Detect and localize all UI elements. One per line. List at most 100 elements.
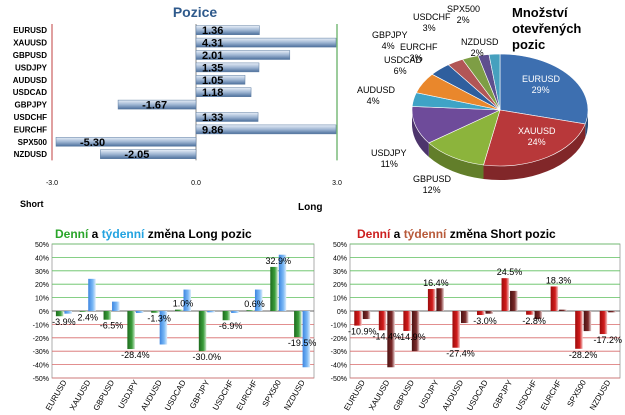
title-part-3: změna Long pozic <box>144 227 252 241</box>
x-category-usdjpy: USDJPY <box>117 378 141 410</box>
data-label-eurusd: -10.9% <box>348 327 377 337</box>
data-label-gbpjpy: -30.0% <box>193 352 222 362</box>
position-bar-usdjpy <box>195 62 260 73</box>
daily-bar-eurusd <box>354 311 362 326</box>
pie-title-line-3: pozic <box>512 37 545 52</box>
short-change-chart: 50%40%30%20%10%0%-10%-20%-30%-40%-50%EUR… <box>331 242 622 412</box>
y-tick-2: 30% <box>35 269 49 276</box>
data-label-usdjpy: -28.4% <box>121 350 150 360</box>
pie-label-usdjpy: USDJPY <box>371 148 407 158</box>
x-category-usdcad: USDCAD <box>163 378 188 412</box>
pie-percent-audusd: 4% <box>367 96 380 106</box>
x-category-nzdusd: NZDUSD <box>282 378 307 412</box>
weekly-bar-usdchf <box>231 311 239 314</box>
y-tick-0: 50% <box>333 242 347 249</box>
pie-label-usdchf: USDCHF <box>413 12 451 22</box>
y-tick-3: 20% <box>333 282 347 289</box>
data-label-usdcad: -3.0% <box>473 316 497 326</box>
pie-percent-usdchf: 3% <box>423 23 436 33</box>
title-part-3: změna Short pozic <box>446 227 556 241</box>
pie-percent-xauusd: 24% <box>528 137 546 147</box>
x-category-eurusd: EURUSD <box>44 378 69 412</box>
title-part-1: a <box>88 227 101 241</box>
x-category-eurchf: EURCHF <box>235 378 260 411</box>
data-label-nzdusd: -19.5% <box>288 338 317 348</box>
pie-percent-nzdusd: 2% <box>471 48 484 58</box>
x-tick-2: 3.0 <box>332 180 342 187</box>
weekly-bar-usdjpy <box>436 288 444 311</box>
position-bar-eurusd <box>195 25 260 35</box>
positions-bars <box>55 25 337 159</box>
y-tick-0: 50% <box>35 242 49 249</box>
value-label-gbpjpy: -1.67 <box>142 100 167 112</box>
daily-bar-usdcad <box>477 311 485 316</box>
y-tick-5: 0% <box>39 309 49 316</box>
pie-label-nzdusd: NZDUSD <box>461 37 499 47</box>
data-label-eurchf: 18.3% <box>546 275 572 285</box>
position-bar-spx500 <box>55 137 197 147</box>
daily-bar-audusd <box>452 311 460 348</box>
pie-percent-gbpjpy: 4% <box>382 41 395 51</box>
value-label-usdcad: 1.18 <box>202 87 223 99</box>
weekly-bar-eurchf <box>254 289 263 311</box>
daily-bar-nzdusd <box>599 311 608 335</box>
x-category-xauusd: XAUUSD <box>367 378 392 412</box>
daily-bar-spx500 <box>270 266 278 311</box>
value-label-spx500: -5.30 <box>80 137 105 149</box>
position-bar-xauusd <box>195 37 337 48</box>
daily-bar-xauusd <box>79 311 88 312</box>
category-label-usdcad: USDCAD <box>13 88 47 97</box>
y-tick-1: 40% <box>35 255 49 262</box>
x-category-gbpusd: GBPUSD <box>391 378 416 412</box>
x-category-usdjpy: USDJPY <box>417 378 441 410</box>
pie-percent-gbpusd: 12% <box>423 185 441 195</box>
x-category-nzdusd: NZDUSD <box>588 378 613 412</box>
y-tick-3: 20% <box>35 282 49 289</box>
weekly-bar-audusd <box>460 311 469 324</box>
y-tick-9: -40% <box>331 363 347 370</box>
pie-slice-nzdusd <box>488 53 501 111</box>
data-label-eurusd: -3.9% <box>52 317 76 327</box>
daily-bar-eurusd <box>55 311 64 317</box>
long-change-title: Denní a týdenní změna Long pozic <box>55 227 252 241</box>
y-tick-7: -20% <box>331 336 347 343</box>
daily-bar-gbpjpy <box>198 311 207 352</box>
weekly-bar-spx500 <box>583 311 592 332</box>
daily-bar-xauusd <box>378 311 387 331</box>
category-label-gbpjpy: GBPJPY <box>15 101 48 110</box>
x-category-gbpjpy: GBPJPY <box>188 378 212 410</box>
x-category-spx500: SPX500 <box>565 378 588 408</box>
weekly-bar-nzdusd <box>608 311 616 313</box>
short-change-title: Denní a týdenní změna Short pozic <box>357 227 556 241</box>
data-label-usdjpy: 16.4% <box>423 278 449 288</box>
short-side-label: Short <box>20 199 44 209</box>
position-bar-eurchf <box>195 124 337 135</box>
daily-bar-eurchf <box>550 286 559 311</box>
position-bar-nzdusd <box>100 149 197 159</box>
data-label-gbpjpy: 24.5% <box>497 267 523 277</box>
pie-label-usdcad: USDCAD <box>384 55 423 65</box>
weekly-bar-usdchf <box>534 311 543 320</box>
pie-slice-eurusd <box>499 53 589 125</box>
data-label-xauusd: 2.4% <box>77 313 98 323</box>
data-label-spx500: 32.9% <box>266 256 292 266</box>
weekly-bar-gbpjpy <box>510 290 518 311</box>
pie-side-usdjpy <box>412 110 429 157</box>
data-label-usdchf: -6.9% <box>219 321 243 331</box>
pie-label-eurchf: EURCHF <box>400 42 438 52</box>
value-label-eurusd: 1.36 <box>202 25 223 37</box>
pie-slices <box>411 53 589 180</box>
weekly-bar-usdcad <box>183 289 191 311</box>
value-label-audusd: 1.05 <box>202 75 223 87</box>
weekly-bar-gbpjpy <box>207 311 215 313</box>
x-category-eurchf: EURCHF <box>539 378 564 411</box>
x-category-usdchf: USDCHF <box>514 378 539 411</box>
data-label-xauusd: -14.4% <box>373 331 402 341</box>
y-tick-10: -50% <box>331 376 347 383</box>
data-label-spx500: -28.2% <box>569 350 598 360</box>
data-label-eurchf: 0.6% <box>244 299 265 309</box>
daily-bar-usdcad <box>175 309 183 311</box>
daily-bar-gbpjpy <box>501 278 510 311</box>
x-category-spx500: SPX500 <box>261 378 284 408</box>
